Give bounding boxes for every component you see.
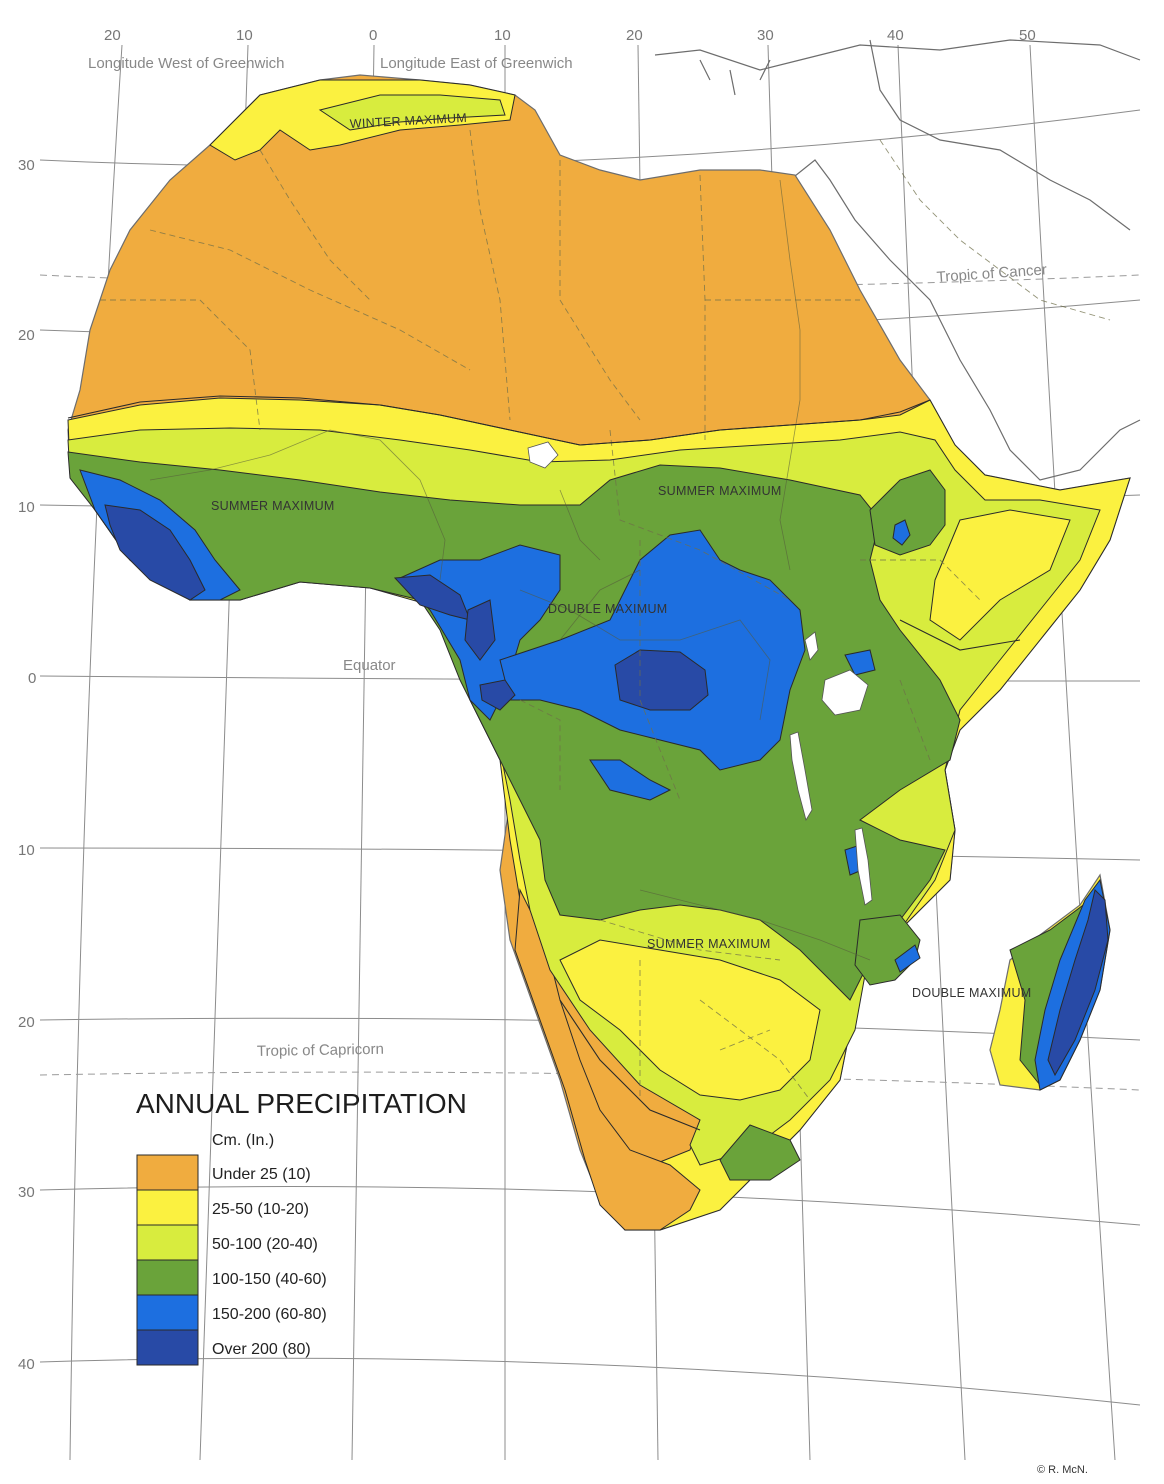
map-title: ANNUAL PRECIPITATION (136, 1088, 467, 1119)
lat-tick-n10: 10 (18, 499, 35, 516)
legend-swatch-3 (136, 1224, 199, 1261)
country-borders (100, 129, 981, 1101)
longitude-west-label: Longitude West of Greenwich (88, 55, 285, 72)
lat-tick-0: 0 (28, 670, 36, 687)
lake-albert (804, 631, 819, 661)
zone-150-200-ethiopia-spot (892, 519, 911, 546)
tropic-of-cancer-label: Tropic of Cancer (936, 261, 1047, 286)
isolines (67, 395, 1021, 1131)
tropic-of-capricorn-label: Tropic of Capricorn (257, 1041, 384, 1060)
region-summer-maximum-central: SUMMER MAXIMUM (658, 484, 782, 498)
longitude-east-label: Longitude East of Greenwich (380, 55, 573, 72)
region-double-maximum-congo: DOUBLE MAXIMUM (548, 602, 668, 616)
zone-100-150-ethiopia (869, 469, 946, 556)
lat-tick-s40: 40 (18, 1356, 35, 1373)
legend-label-1: Under 25 (10) (212, 1166, 311, 1183)
zone-150-200-mozambique-spot (894, 944, 921, 973)
legend-label-2: 25-50 (10-20) (212, 1201, 309, 1218)
lat-tick-n30: 30 (18, 157, 35, 174)
legend-unit-label: Cm. (In.) (212, 1132, 274, 1149)
zone-over-200-madagascar (1047, 889, 1109, 1077)
legend-label-5: 150-200 (60-80) (212, 1306, 327, 1323)
lat-tick-s30: 30 (18, 1184, 35, 1201)
zone-over-200-gabon (479, 679, 516, 711)
legend: ANNUAL PRECIPITATION Cm. (In.) Under 25 … (136, 1088, 467, 1366)
zone-150-200-lake-spot (844, 649, 876, 676)
lon-tick-e20: 20 (626, 27, 643, 44)
zone-over-200-west (104, 504, 206, 601)
region-summer-maximum-south: SUMMER MAXIMUM (647, 937, 771, 951)
zone-under-25-southwest (514, 888, 701, 1231)
equator-label: Equator (343, 657, 396, 674)
lat-tick-s10: 10 (18, 842, 35, 859)
lake-tanganyika (789, 731, 813, 822)
legend-swatch-5 (136, 1294, 199, 1331)
lat-tick-n20: 20 (18, 327, 35, 344)
lon-tick-e10: 10 (494, 27, 511, 44)
credit-text: © R. McN. (1037, 1464, 1088, 1476)
region-double-maximum-madagascar: DOUBLE MAXIMUM (912, 986, 1032, 1000)
legend-swatch-4 (136, 1259, 199, 1296)
lon-tick-w20: 20 (104, 27, 121, 44)
lake-victoria (821, 669, 869, 716)
rivers (149, 179, 871, 961)
region-winter-maximum: WINTER MAXIMUM (349, 111, 467, 131)
zone-150-200-south-congo (589, 759, 672, 801)
zone-100-150-natal (719, 1124, 801, 1181)
legend-swatch-6 (136, 1329, 199, 1366)
legend-label-4: 100-150 (40-60) (212, 1271, 327, 1288)
lon-tick-w10: 10 (236, 27, 253, 44)
legend-swatch-1 (136, 1154, 199, 1191)
legend-label-3: 50-100 (20-40) (212, 1236, 318, 1253)
lon-tick-e30: 30 (757, 27, 774, 44)
longitude-ticks: 20 10 0 10 20 30 40 50 (104, 27, 1036, 44)
lat-tick-s20: 20 (18, 1014, 35, 1031)
region-summer-maximum-west: SUMMER MAXIMUM (211, 499, 335, 513)
zone-over-200-congo (614, 649, 709, 711)
zone-150-200-congo (499, 529, 806, 771)
legend-swatch-2 (136, 1189, 199, 1226)
legend-label-6: Over 200 (80) (212, 1341, 311, 1358)
zone-over-200-cameroon (464, 599, 496, 661)
lon-tick-e40: 40 (887, 27, 904, 44)
lon-tick-0: 0 (369, 27, 377, 44)
zone-50-100-north (318, 94, 506, 131)
zone-25-50-horn (929, 509, 1071, 641)
precipitation-zones (67, 74, 1131, 1231)
lake-malawi (854, 827, 873, 906)
lon-tick-e50: 50 (1019, 27, 1036, 44)
zone-25-50-kalahari (559, 939, 821, 1101)
lake-chad (527, 441, 559, 469)
middle-east-outline (654, 39, 1141, 481)
latitude-ticks: 30 20 10 0 10 20 30 40 (18, 157, 36, 1373)
